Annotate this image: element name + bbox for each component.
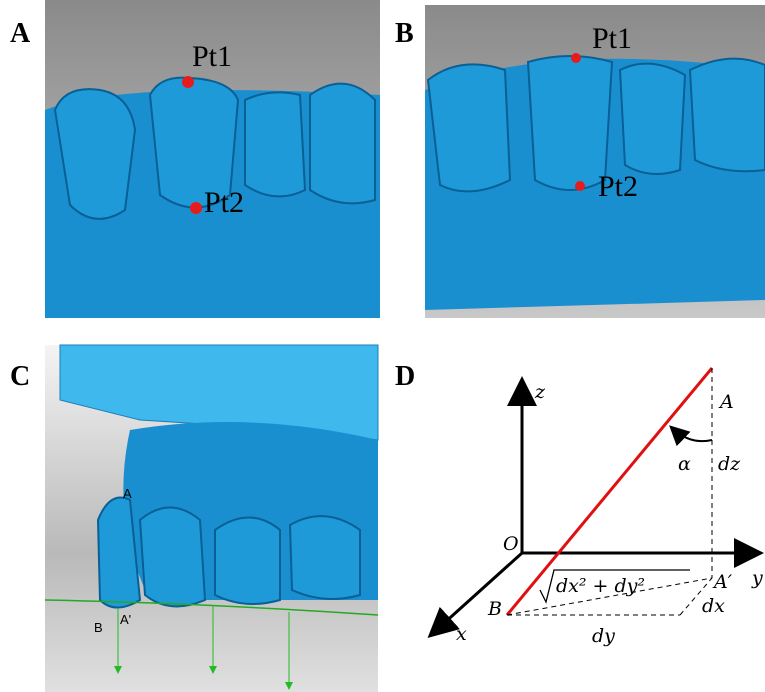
axis-label: y <box>751 567 763 589</box>
point-label: A <box>718 391 734 413</box>
panel-label: D <box>395 361 415 392</box>
point-label: A <box>123 486 132 501</box>
point-label: Pt2 <box>204 186 244 219</box>
length-label: dy <box>592 625 615 647</box>
tooth <box>290 516 360 599</box>
angle-arc <box>672 428 712 441</box>
point-label: Pt2 <box>598 170 638 203</box>
point-label: A′ <box>712 571 733 593</box>
axis-label: z <box>534 381 546 403</box>
length-label: dx <box>702 595 725 617</box>
panel-c: C A B A' <box>10 345 378 692</box>
x-axis <box>432 553 522 634</box>
panel-a: A Pt1 Pt2 <box>10 0 380 318</box>
point-marker <box>575 181 585 191</box>
tooth <box>310 84 375 204</box>
tooth <box>140 508 205 607</box>
angle-label: α <box>678 453 691 475</box>
tooth <box>690 59 765 172</box>
point-marker <box>182 76 194 88</box>
length-label: dx² + dy² <box>556 575 645 597</box>
point-label: Pt1 <box>192 40 232 73</box>
panel-b: B Pt1 Pt2 <box>395 5 765 318</box>
tooth <box>245 92 305 196</box>
tooth <box>428 64 510 191</box>
axis-label: x <box>456 623 467 645</box>
tooth <box>620 64 685 174</box>
tooth <box>215 518 280 605</box>
point-label: B <box>487 598 502 620</box>
panel-d: D z A α dz O dx² + dy² A′ y B x dx dy <box>395 361 763 647</box>
origin-label: O <box>503 533 519 555</box>
point-label: Pt1 <box>592 22 632 55</box>
figure: A Pt1 Pt2 B Pt1 Pt2 C A B A' D z A α dz … <box>0 0 765 692</box>
panel-label: B <box>395 18 414 49</box>
panel-label: C <box>10 361 30 392</box>
point-marker <box>190 202 202 214</box>
point-label: A' <box>120 612 131 627</box>
point-label: B <box>94 620 103 635</box>
length-label: dz <box>718 453 741 475</box>
point-marker <box>571 53 581 63</box>
panel-label: A <box>10 18 31 49</box>
